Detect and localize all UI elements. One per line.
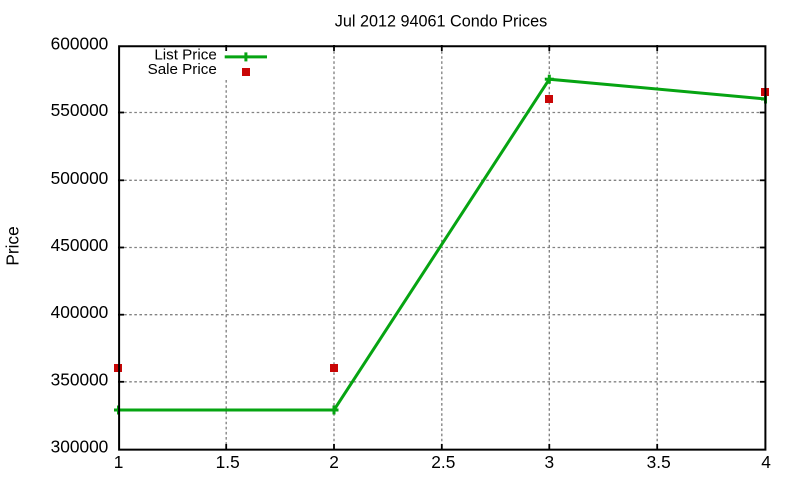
svg-text:3.5: 3.5	[647, 452, 671, 472]
svg-text:Sale Price: Sale Price	[148, 61, 217, 78]
svg-text:1.5: 1.5	[216, 452, 240, 472]
svg-text:List Price: List Price	[154, 47, 216, 64]
svg-text:4: 4	[761, 452, 771, 472]
svg-text:2: 2	[329, 452, 339, 472]
svg-text:400000: 400000	[51, 302, 109, 322]
svg-text:450000: 450000	[51, 235, 109, 255]
svg-text:600000: 600000	[51, 34, 109, 54]
svg-text:300000: 300000	[51, 437, 109, 457]
svg-text:500000: 500000	[51, 168, 109, 188]
svg-text:2.5: 2.5	[431, 452, 455, 472]
svg-text:1: 1	[114, 452, 124, 472]
svg-text:350000: 350000	[51, 369, 109, 389]
svg-text:3: 3	[544, 452, 554, 472]
svg-text:Price: Price	[3, 226, 23, 265]
svg-text:Jul 2012 94061 Condo Prices: Jul 2012 94061 Condo Prices	[335, 13, 547, 31]
svg-text:550000: 550000	[51, 100, 109, 120]
